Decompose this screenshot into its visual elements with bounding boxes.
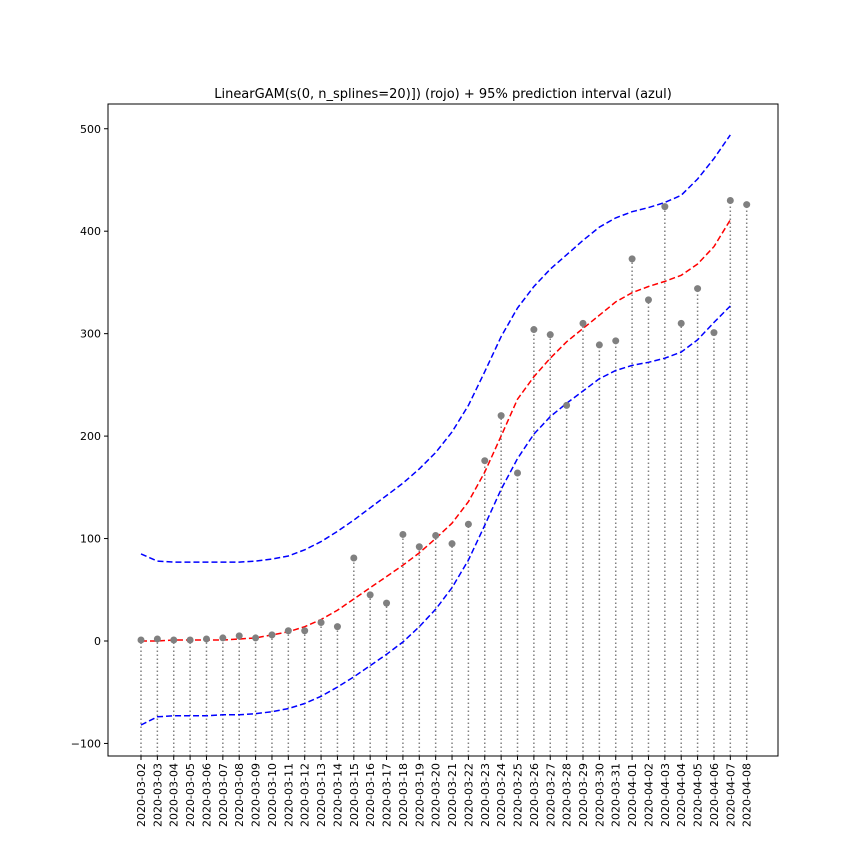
x-tick-label: 2020-03-11 bbox=[282, 763, 295, 827]
y-tick-label: −100 bbox=[71, 737, 101, 750]
upper-line bbox=[140, 134, 731, 563]
x-tick-label: 2020-03-15 bbox=[348, 763, 361, 827]
x-tick-label: 2020-03-04 bbox=[168, 763, 181, 827]
data-point bbox=[694, 285, 702, 293]
x-tick-label: 2020-04-07 bbox=[724, 763, 737, 827]
x-tick-label: 2020-04-03 bbox=[659, 763, 672, 827]
x-tick-label: 2020-03-24 bbox=[495, 763, 508, 827]
y-tick-label: 200 bbox=[80, 430, 101, 443]
x-tick-label: 2020-03-29 bbox=[577, 763, 590, 827]
data-point bbox=[186, 636, 194, 644]
y-tick-label: 0 bbox=[94, 635, 101, 648]
data-point bbox=[497, 412, 505, 420]
data-point bbox=[415, 543, 423, 551]
x-tick-label: 2020-03-09 bbox=[250, 763, 263, 827]
x-tick-label: 2020-03-03 bbox=[151, 763, 164, 827]
x-tick-label: 2020-03-21 bbox=[446, 763, 459, 827]
data-point bbox=[710, 329, 718, 337]
x-tick-label: 2020-03-20 bbox=[430, 763, 443, 827]
data-point bbox=[235, 632, 243, 640]
plot-area: −100 0 100 200 300 400 500 2020-03-02 2020-03-03… bbox=[71, 103, 779, 827]
data-point bbox=[612, 337, 620, 345]
x-tick-label: 2020-03-16 bbox=[364, 763, 377, 827]
x-tick-label: 2020-04-05 bbox=[692, 763, 705, 827]
data-point bbox=[481, 457, 489, 465]
data-point bbox=[464, 520, 472, 528]
data-point bbox=[153, 635, 161, 643]
data-point bbox=[661, 203, 669, 211]
data-point bbox=[726, 196, 734, 204]
data-point bbox=[170, 636, 178, 644]
data-point bbox=[563, 401, 571, 409]
x-tick-label: 2020-03-10 bbox=[266, 763, 279, 827]
data-point bbox=[252, 634, 260, 642]
data-point bbox=[268, 631, 276, 639]
x-tick-label: 2020-04-04 bbox=[675, 763, 688, 827]
data-point bbox=[366, 591, 374, 599]
x-tick-label: 2020-03-14 bbox=[331, 763, 344, 827]
data-point bbox=[628, 255, 636, 263]
x-tick-label: 2020-04-06 bbox=[708, 763, 721, 827]
lower-line bbox=[140, 305, 731, 726]
x-tick-label: 2020-03-28 bbox=[561, 763, 574, 827]
x-tick-label: 2020-04-02 bbox=[642, 763, 655, 827]
data-point bbox=[579, 319, 587, 327]
data-point bbox=[530, 326, 538, 334]
data-point bbox=[219, 634, 227, 642]
data-point bbox=[677, 319, 685, 327]
data-point bbox=[432, 531, 440, 539]
x-tick-label: 2020-03-02 bbox=[135, 763, 148, 827]
x-tick-label: 2020-03-30 bbox=[593, 763, 606, 827]
data-point bbox=[350, 554, 358, 562]
y-tick-label: 400 bbox=[80, 225, 101, 238]
fit-line bbox=[141, 219, 731, 642]
x-tick-label: 2020-04-08 bbox=[741, 763, 754, 827]
data-point bbox=[202, 635, 210, 643]
x-tick-label: 2020-03-23 bbox=[479, 763, 492, 827]
chart-title: LinearGAM(s(0, n_splines=20)]) (rojo) + … bbox=[214, 87, 672, 102]
x-tick-label: 2020-03-22 bbox=[462, 763, 475, 827]
x-tick-label: 2020-03-27 bbox=[544, 763, 557, 827]
data-point bbox=[317, 619, 325, 627]
y-tick-label: 300 bbox=[80, 328, 101, 341]
x-tick-label: 2020-03-12 bbox=[299, 763, 312, 827]
data-point bbox=[595, 341, 603, 349]
x-tick-label: 2020-03-18 bbox=[397, 763, 410, 827]
data-point bbox=[383, 599, 391, 607]
x-tick-label: 2020-03-07 bbox=[217, 763, 230, 827]
x-tick-label: 2020-03-25 bbox=[512, 763, 525, 827]
data-point bbox=[546, 331, 554, 339]
x-tick-label: 2020-04-01 bbox=[626, 763, 639, 827]
x-tick-label: 2020-03-13 bbox=[315, 763, 328, 827]
x-tick-label: 2020-03-26 bbox=[528, 763, 541, 827]
data-point bbox=[333, 623, 341, 631]
data-point bbox=[137, 636, 145, 644]
x-tick-label: 2020-03-05 bbox=[184, 763, 197, 827]
data-point bbox=[743, 201, 751, 209]
data-point bbox=[448, 540, 456, 548]
x-tick-label: 2020-03-31 bbox=[610, 763, 623, 827]
data-point bbox=[301, 627, 309, 635]
axes-frame bbox=[107, 103, 779, 757]
x-tick-label: 2020-03-08 bbox=[233, 763, 246, 827]
data-point bbox=[644, 296, 652, 304]
x-tick-label: 2020-03-19 bbox=[413, 763, 426, 827]
data-point bbox=[399, 530, 407, 538]
x-tick-label: 2020-03-17 bbox=[381, 763, 394, 827]
data-point bbox=[514, 469, 522, 477]
data-point bbox=[284, 627, 292, 635]
y-tick-label: 500 bbox=[80, 123, 101, 136]
y-tick-label: 100 bbox=[80, 533, 101, 546]
x-tick-label: 2020-03-06 bbox=[200, 763, 213, 827]
